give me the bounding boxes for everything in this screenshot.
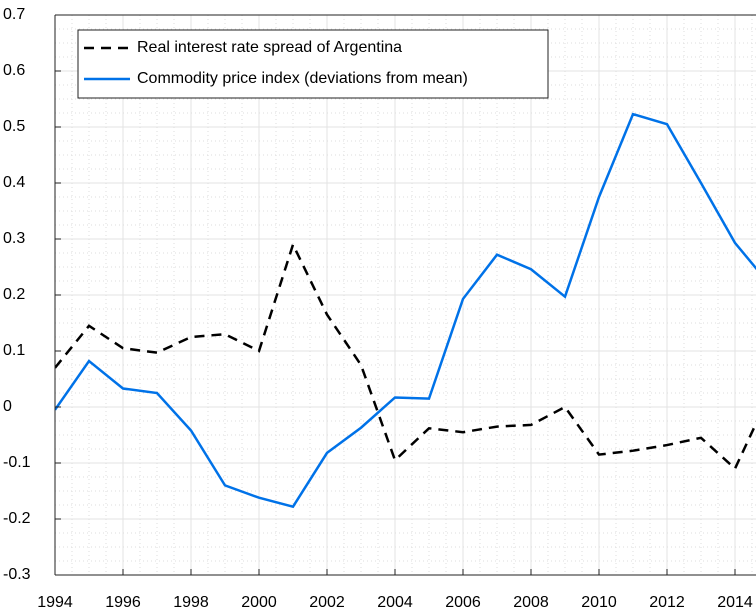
y-tick-label: 0.7 [3,6,25,23]
y-tick-label: -0.2 [3,510,31,527]
x-tick-label: 2000 [241,594,277,611]
legend: Real interest rate spread of Argentina Co… [77,29,549,99]
axes: -0.3 -0.2 -0.1 0 0.1 0.2 0.3 0.4 0.5 0.6 0.7 1994 19… [3,6,756,611]
x-tick-label: 1996 [105,594,141,611]
y-tick-label: -0.1 [3,454,31,471]
y-tick-label: 0.6 [3,62,25,79]
x-tick-label: 2014 [717,594,753,611]
legend-label: Real interest rate spread of Argentina [137,39,402,56]
y-tick-label: 0.3 [3,230,25,247]
x-tick-label: 2006 [445,594,481,611]
legend-box [77,29,549,99]
x-tick-label: 2002 [309,594,345,611]
series-line [55,241,756,471]
x-tick-label: 1998 [173,594,209,611]
y-tick-label: 0.1 [3,342,25,359]
x-tick-label: 1994 [37,594,73,611]
series-line [55,112,756,509]
legend-label: Commodity price index (deviations from m… [137,70,468,87]
x-tick-label: 2010 [581,594,617,611]
y-tick-label: -0.3 [3,566,31,583]
y-tick-label: 0.5 [3,118,25,135]
y-tick-label: 0.2 [3,286,25,303]
plot-lines [55,112,756,509]
x-tick-label: 2012 [649,594,685,611]
grid [54,14,756,576]
x-tick-label: 2008 [513,594,549,611]
x-tick-label: 2004 [377,594,413,611]
y-tick-label: 0.4 [3,174,25,191]
y-tick-label: 0 [3,398,12,415]
